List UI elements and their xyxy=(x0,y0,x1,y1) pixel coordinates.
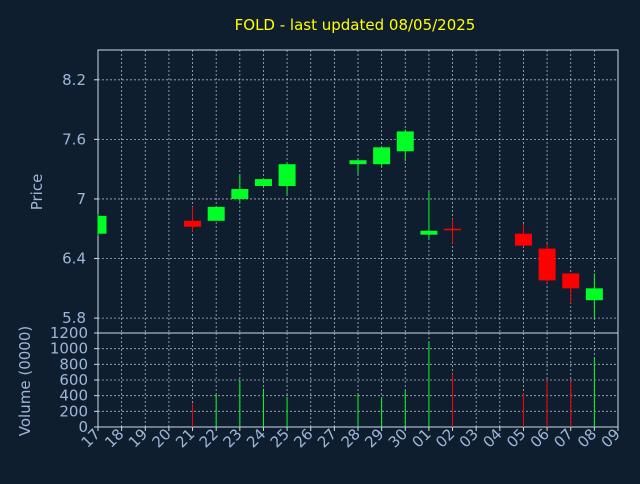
x-tick-label-24: 24 xyxy=(243,425,269,451)
x-tick-label-27: 27 xyxy=(314,425,340,451)
price-tick-label: 7.6 xyxy=(62,130,86,148)
price-tick-label: 6.4 xyxy=(62,250,86,268)
candle-28 xyxy=(349,159,367,175)
volume-tick-label: 0 xyxy=(78,418,88,436)
candle-05 xyxy=(514,223,532,247)
chart-title: FOLD - last updated 08/05/2025 xyxy=(235,16,476,34)
candle-body-01 xyxy=(420,230,438,235)
candle-08 xyxy=(585,273,603,319)
x-tick-label-05: 05 xyxy=(503,425,529,451)
price-axis-label: Price xyxy=(28,174,46,211)
volume-tick-label: 800 xyxy=(59,355,88,373)
candle-body-06 xyxy=(538,248,556,281)
candle-body-29 xyxy=(373,147,391,165)
x-tick-label-21: 21 xyxy=(172,425,198,451)
candle-25 xyxy=(278,162,296,194)
volume-axis-label: Volume (0000) xyxy=(16,326,34,436)
x-tick-label-09: 09 xyxy=(598,425,624,451)
volume-tick-label: 1200 xyxy=(50,324,88,342)
x-tick-label-22: 22 xyxy=(196,425,222,451)
candle-body-07 xyxy=(562,273,580,289)
candle-01 xyxy=(420,191,438,239)
x-axis-label: Day xyxy=(333,458,363,476)
candle-07 xyxy=(562,273,580,304)
x-tick-label-25: 25 xyxy=(267,425,293,451)
x-tick-label-28: 28 xyxy=(338,425,364,451)
price-tick-label: 7 xyxy=(76,190,86,208)
candle-body-22 xyxy=(207,206,225,221)
x-tick-label-19: 19 xyxy=(125,425,151,451)
x-tick-label-23: 23 xyxy=(219,425,245,451)
volume-tick-label: 400 xyxy=(59,387,88,405)
candle-24 xyxy=(254,179,272,187)
candle-body-08 xyxy=(585,288,603,301)
volume-tick-label: 200 xyxy=(59,402,88,420)
candle-23 xyxy=(231,174,249,202)
candle-body-28 xyxy=(349,160,367,165)
plot-frames xyxy=(94,49,619,431)
volume-tick-label: 600 xyxy=(59,371,88,389)
candles xyxy=(97,129,603,319)
x-tick-label-07: 07 xyxy=(550,425,576,451)
x-tick-label-30: 30 xyxy=(385,425,411,451)
x-tick-label-01: 01 xyxy=(409,425,435,451)
x-tick-label-02: 02 xyxy=(432,425,458,451)
x-tick-label-08: 08 xyxy=(574,425,600,451)
volume-tick-label: 1000 xyxy=(50,340,88,358)
candle-body-30 xyxy=(396,131,414,152)
candle-body-25 xyxy=(278,164,296,187)
candle-body-02 xyxy=(444,228,462,231)
candle-body-23 xyxy=(231,189,249,199)
x-tick-label-20: 20 xyxy=(149,425,175,451)
x-tick-label-04: 04 xyxy=(479,425,505,451)
candle-02 xyxy=(444,218,462,244)
x-tick-label-18: 18 xyxy=(101,425,127,451)
candle-body-24 xyxy=(254,179,272,187)
candle-29 xyxy=(373,147,391,168)
volume-bars xyxy=(192,342,595,427)
candle-body-05 xyxy=(514,233,532,246)
x-tick-label-03: 03 xyxy=(456,425,482,451)
candle-body-17 xyxy=(98,215,107,234)
x-tick-label-29: 29 xyxy=(361,425,387,451)
candle-22 xyxy=(207,205,225,221)
x-tick-label-06: 06 xyxy=(527,425,553,451)
grid-lines xyxy=(97,50,619,428)
candle-body-21 xyxy=(184,220,202,227)
price-tick-label: 5.8 xyxy=(62,309,86,327)
candle-30 xyxy=(396,129,414,162)
price-tick-label: 8.2 xyxy=(62,71,86,89)
x-tick-label-26: 26 xyxy=(290,425,316,451)
x-tick-labels: 1718192021222324252627282930010203040506… xyxy=(78,425,624,451)
candle-21 xyxy=(184,206,202,232)
candle-17 xyxy=(97,213,107,236)
candle-06 xyxy=(538,243,556,284)
